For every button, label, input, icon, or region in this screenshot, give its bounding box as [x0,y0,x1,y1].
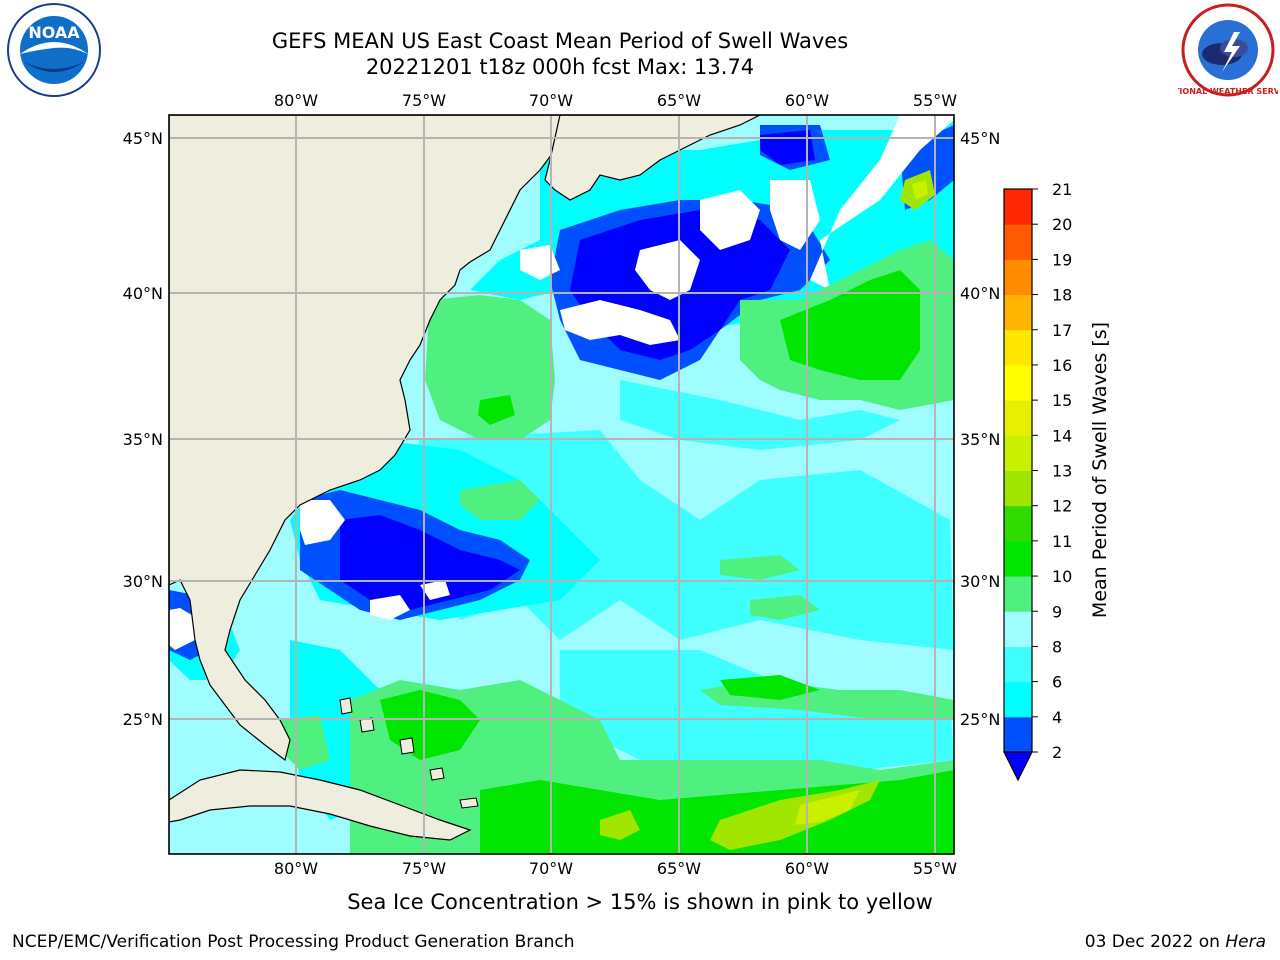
colorbar-tick-label: 21 [1052,180,1072,199]
map-field [169,115,954,854]
lon-label-top: 65°W [657,91,701,110]
colorbar-tick-label: 10 [1052,567,1072,586]
lat-label-right: 25°N [960,710,1000,729]
colorbar-tick-label: 4 [1052,708,1062,727]
colorbar-tick-label: 8 [1052,637,1062,656]
lon-label-bottom: 70°W [529,859,573,878]
nws-logo: NATIONAL WEATHER SERVICE [1178,3,1278,97]
colorbar: 2 4 6 8 9 10 11 12 13 14 15 16 17 18 19 20 21 [1003,180,1072,782]
lat-label-right: 35°N [960,430,1000,449]
lon-label-bottom: 80°W [274,859,318,878]
lat-label-right: 45°N [960,129,1000,148]
colorbar-tick-label: 17 [1052,321,1072,340]
colorbar-tick-label: 15 [1052,391,1072,410]
colorbar-segment [1004,540,1032,577]
nws-logo-text: NATIONAL WEATHER SERVICE [1178,87,1278,96]
latitude-labels-left: 45°N 40°N 35°N 30°N 25°N [123,129,163,729]
contour-13-14 [795,180,928,825]
colorbar-tick-label: 11 [1052,532,1072,551]
colorbar-segment [1004,189,1032,225]
sea-ice-note: Sea Ice Concentration > 15% is shown in … [347,890,933,914]
land-mass-us [169,115,561,762]
colorbar-segment [1004,294,1032,331]
lat-label-left: 40°N [123,284,163,303]
lat-label-right: 40°N [960,284,1000,303]
map-frame [168,114,955,855]
land-mass-cuba [169,769,472,841]
colorbar-segment [1004,470,1032,507]
latitude-labels-right: 45°N 40°N 35°N 30°N 25°N [960,129,1000,729]
lat-label-right: 30°N [960,572,1000,591]
lat-label-left: 30°N [123,572,163,591]
lon-label-bottom: 75°W [402,859,446,878]
colorbar-tick-label: 12 [1052,497,1072,516]
colorbar-segment [1004,329,1032,366]
colorbar-segment [1004,364,1032,401]
lon-label-bottom: 65°W [657,859,701,878]
colorbar-tick-label: 13 [1052,462,1072,481]
footer-date: 03 Dec 2022 on Hera [1085,932,1266,952]
colorbar-tick-label: 2 [1052,743,1062,762]
lon-label-bottom: 55°W [913,859,957,878]
colorbar-tick-label: 20 [1052,215,1072,234]
colorbar-segment [1004,505,1032,542]
colorbar-segment [1004,224,1032,260]
lat-label-left: 45°N [123,129,163,148]
colorbar-tick-label: 14 [1052,426,1072,445]
colorbar-segment [1004,646,1032,683]
no-data-gaps [169,115,954,650]
chart-title: GEFS MEAN US East Coast Mean Period of S… [271,29,849,53]
longitude-labels-bottom: 80°W 75°W 70°W 65°W 60°W 55°W [274,859,957,878]
colorbar-segment [1004,435,1032,471]
colorbar-tick-label: 16 [1052,356,1072,375]
longitude-labels-top: 80°W 75°W 70°W 65°W 60°W 55°W [274,91,957,110]
map-grid [169,115,954,854]
footer-machine: Hera [1225,932,1266,952]
colorbar-label: Mean Period of Swell Waves [s] [1089,322,1111,618]
lon-label-top: 55°W [913,91,957,110]
colorbar-tick-label: 9 [1052,602,1062,621]
lon-label-top: 80°W [274,91,318,110]
lon-label-top: 75°W [402,91,446,110]
colorbar-segment [1004,576,1032,612]
footer-date-text: 03 Dec 2022 on [1084,932,1226,952]
colorbar-tick-label: 19 [1052,250,1072,269]
colorbar-underflow-arrow [1003,751,1033,782]
colorbar-segment [1004,681,1032,718]
chart-subtitle: 20221201 t18z 000h fcst Max: 13.74 [365,55,755,79]
lon-label-top: 70°W [529,91,573,110]
lon-label-bottom: 60°W [785,859,829,878]
noaa-logo-text: NOAA [28,23,80,42]
footer-credit: NCEP/EMC/Verification Post Processing Pr… [12,932,575,952]
colorbar-segment [1004,716,1032,753]
colorbar-tick-label: 18 [1052,286,1072,305]
colorbar-segment [1004,259,1032,296]
lat-label-left: 25°N [123,710,163,729]
land-mass-canada [544,115,761,201]
colorbar-tick-label: 6 [1052,673,1062,692]
noaa-logo: NOAA [7,3,101,97]
lon-label-top: 60°W [785,91,829,110]
colorbar-segment [1004,611,1032,647]
colorbar-segment [1004,400,1032,436]
lat-label-left: 35°N [123,430,163,449]
